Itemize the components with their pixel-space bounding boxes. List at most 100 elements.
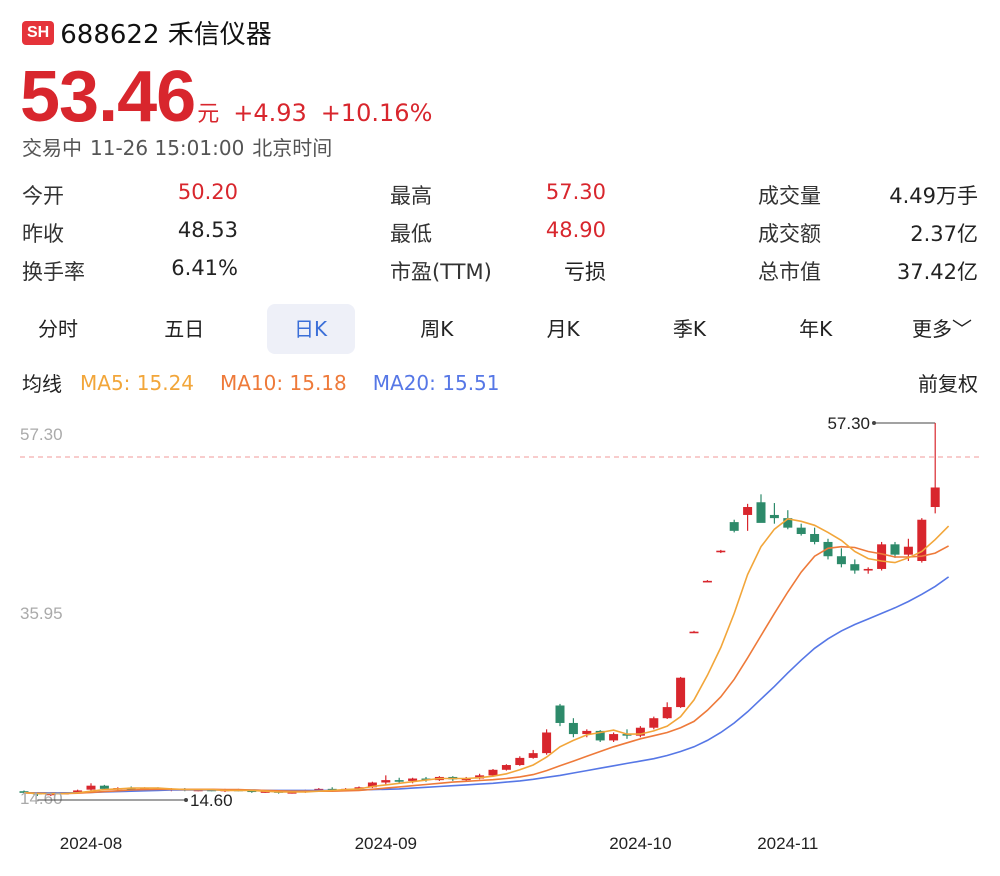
stats-table: 今开 50.20 最高 57.30 成交量 4.49万手 昨收 48.53 最低 48.9… [22, 176, 978, 290]
candle-body [836, 556, 846, 565]
candle-body [394, 780, 404, 782]
y-tick-label: 35.95 [20, 604, 63, 623]
stat-value: 57.30 [545, 180, 606, 204]
stat-turnover-amount: 成交额 2.37亿 [758, 218, 978, 248]
status-text: 交易中 [22, 136, 82, 160]
stat-value: 6.41% [171, 256, 238, 280]
ma20-label: MA20: 15.51 [372, 370, 500, 395]
tab-more[interactable]: 更多﹀ [911, 317, 972, 341]
candle-body [930, 487, 940, 508]
candle-body [46, 793, 56, 796]
ma-lines-group [23, 518, 950, 795]
stat-value: 37.42亿 [896, 260, 978, 284]
candle-body [649, 718, 659, 728]
period-tabs: 分时 五日 日K 周K 月K 季K 年K 更多﹀ [14, 304, 986, 354]
ma5-label: MA5: 15.24 [80, 370, 195, 395]
tab-intraday[interactable]: 分时 [38, 317, 78, 341]
stat-value: 4.49万手 [889, 184, 978, 208]
candle-body [850, 564, 860, 571]
ma-legend: 均线 MA5: 15.24 MA10: 15.18 MA20: 15.51 前复… [22, 368, 978, 397]
candle-body [86, 785, 96, 790]
candle-body [662, 707, 672, 719]
candle-body [568, 722, 578, 735]
candle-body [555, 705, 565, 723]
candle-body [729, 522, 739, 531]
candle-body [635, 727, 645, 736]
candle-body [582, 730, 592, 735]
candle-body [488, 769, 498, 776]
candle-body [716, 550, 726, 553]
x-axis-labels: 2024-08 2024-09 2024-10 2024-11 [60, 834, 819, 853]
candle-body [461, 778, 471, 781]
ma10-line [23, 545, 949, 795]
candle-body [702, 580, 712, 583]
stat-open: 今开 50.20 [22, 180, 238, 210]
stat-market-cap: 总市值 37.42亿 [758, 256, 978, 286]
candle-body [890, 544, 900, 555]
stock-header: SH 688622 禾信仪器 [22, 14, 272, 51]
candle-body [287, 792, 297, 794]
stat-label: 总市值 [758, 260, 821, 284]
trading-status: 交易中 11-26 15:01:00 北京时间 [22, 132, 340, 161]
stock-name: 688622 禾信仪器 [60, 20, 272, 50]
price-change-pct: +10.16% [320, 99, 433, 127]
adjust-selector[interactable]: 前复权 [918, 372, 978, 396]
x-tick-label: 2024-09 [355, 834, 417, 853]
candle-body [73, 790, 83, 793]
tab-five-day[interactable]: 五日 [164, 317, 205, 341]
stat-high: 最高 57.30 [390, 180, 606, 210]
y-tick-label: 57.30 [20, 425, 63, 444]
max-marker-dot [872, 421, 876, 425]
stat-value: 2.37亿 [910, 222, 978, 246]
stat-label: 市盈(TTM) [390, 260, 492, 284]
tab-yearly-k[interactable]: 年K [799, 317, 833, 341]
x-tick-label: 2024-08 [60, 834, 122, 853]
candle-body [408, 778, 418, 781]
stat-value: 48.90 [545, 218, 606, 242]
ma-title: 均线 [22, 372, 62, 396]
candle-body [247, 790, 257, 793]
min-marker-label: 14.60 [190, 791, 233, 810]
stat-low: 最低 48.90 [390, 218, 606, 248]
current-price: 53.46 [20, 57, 196, 137]
candle-body [917, 519, 927, 562]
ma5-line [23, 518, 950, 795]
y-tick-label: 14.60 [20, 789, 63, 808]
tab-monthly-k[interactable]: 月K [546, 317, 580, 341]
stat-volume: 成交量 4.49万手 [758, 180, 978, 210]
candle-body [769, 514, 779, 519]
candle-body [515, 757, 525, 766]
candle-body [381, 780, 391, 783]
candle-body [743, 507, 753, 515]
ma10-label: MA10: 15.18 [220, 370, 347, 395]
candle-body [542, 732, 552, 754]
stat-label: 换手率 [22, 260, 85, 284]
max-marker-label: 57.30 [827, 414, 870, 433]
candle-body [595, 730, 605, 741]
price-row: 53.46 元 +4.93 +10.16% [20, 56, 432, 138]
candle-body [796, 527, 806, 535]
stat-label: 成交量 [758, 184, 821, 208]
candle-body [99, 785, 109, 789]
y-axis-labels: 57.30 35.95 14.60 [20, 425, 63, 808]
tab-daily-k[interactable]: 日K [266, 304, 355, 354]
price-change: +4.93 [233, 99, 307, 127]
status-datetime: 11-26 15:01:00 [90, 136, 245, 160]
stats-row: 换手率 6.41% 市盈(TTM) 亏损 总市值 37.42亿 [22, 252, 978, 290]
stats-row: 今开 50.20 最高 57.30 成交量 4.49万手 [22, 176, 978, 214]
stat-pe: 市盈(TTM) 亏损 [390, 256, 606, 286]
tab-quarterly-k[interactable]: 季K [672, 317, 706, 341]
stat-value: 50.20 [177, 180, 238, 204]
stats-row: 昨收 48.53 最低 48.90 成交额 2.37亿 [22, 214, 978, 252]
candles-group [19, 457, 940, 796]
stat-label: 今开 [22, 184, 64, 208]
stat-prev-close: 昨收 48.53 [22, 218, 238, 248]
stat-label: 成交额 [758, 222, 821, 246]
tab-weekly-k[interactable]: 周K [420, 317, 454, 341]
candle-body [501, 765, 511, 770]
stat-value: 48.53 [177, 218, 238, 242]
exchange-badge: SH [22, 20, 55, 45]
extreme-markers: 57.30 14.60 [37, 414, 936, 810]
min-marker-dot [184, 798, 188, 802]
